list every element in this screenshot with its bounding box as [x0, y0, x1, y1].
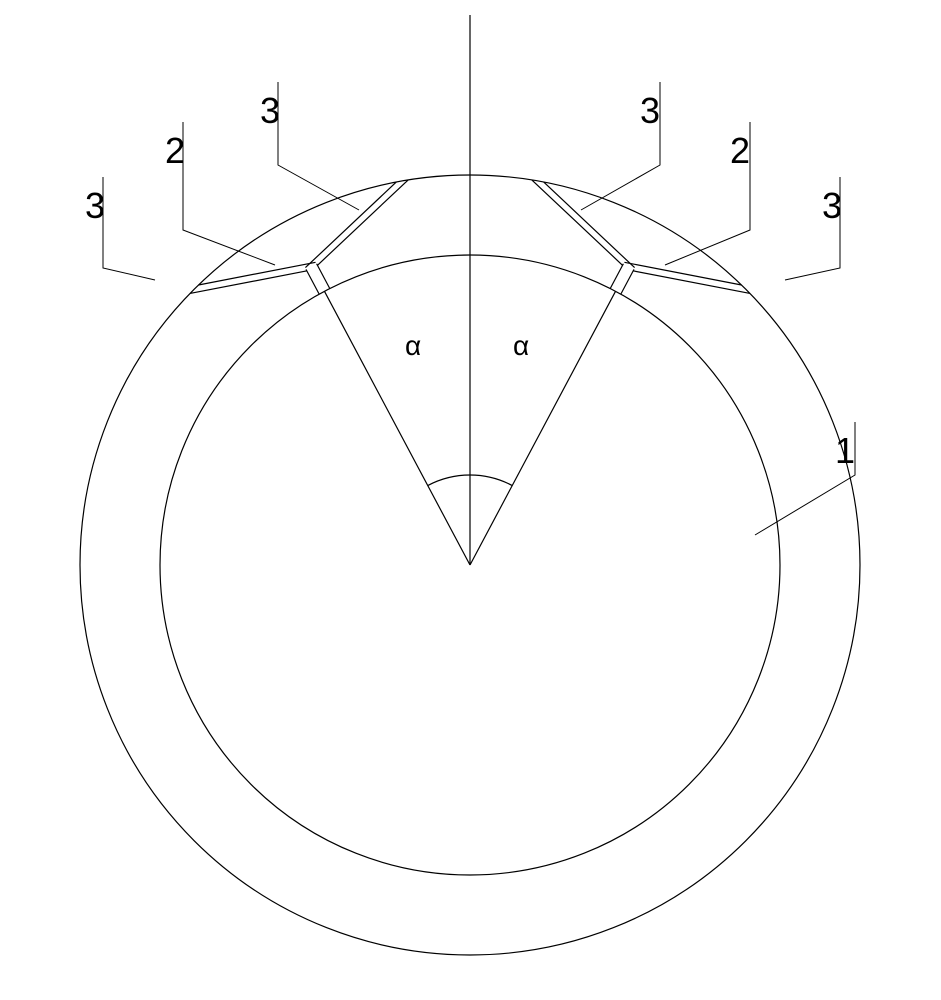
callout-label-1: 1	[835, 430, 855, 472]
callout-label-2: 2	[730, 130, 750, 172]
technical-diagram	[0, 0, 941, 1000]
angle-label-alpha: α	[513, 330, 529, 362]
callout-label-3: 3	[85, 185, 105, 227]
angle-label-alpha: α	[405, 330, 421, 362]
callout-label-2: 2	[165, 130, 185, 172]
callout-label-3: 3	[260, 90, 280, 132]
callout-label-3: 3	[640, 90, 660, 132]
callout-label-3: 3	[822, 185, 842, 227]
